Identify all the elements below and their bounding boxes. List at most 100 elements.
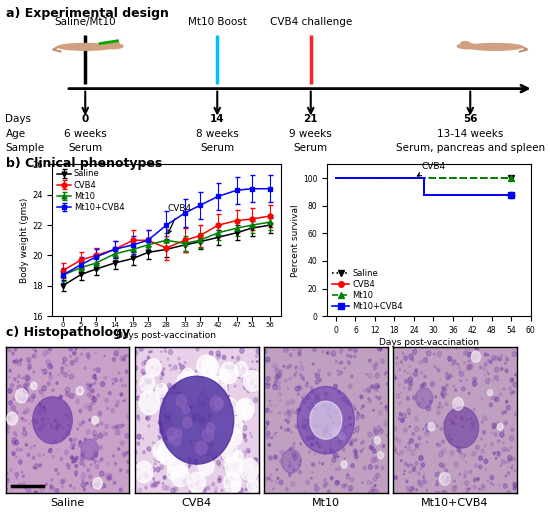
Circle shape [411,373,412,375]
Circle shape [177,396,179,398]
Circle shape [490,360,492,363]
Circle shape [38,453,41,457]
Circle shape [414,466,416,469]
Circle shape [312,406,316,411]
Circle shape [158,461,159,463]
Circle shape [305,384,308,388]
Circle shape [234,465,235,466]
Circle shape [424,376,425,377]
Circle shape [250,368,252,371]
Circle shape [514,470,516,472]
Circle shape [375,383,379,389]
Text: Mt10 Boost: Mt10 Boost [188,17,247,27]
Circle shape [165,435,168,439]
Circle shape [237,406,241,411]
Circle shape [509,387,512,390]
Circle shape [422,428,424,430]
Circle shape [508,450,510,451]
Circle shape [95,465,98,469]
Circle shape [112,358,115,361]
Circle shape [89,403,92,407]
Circle shape [332,421,334,424]
Circle shape [349,424,351,426]
Circle shape [95,352,96,354]
Circle shape [494,356,498,360]
Circle shape [84,489,86,491]
Circle shape [28,383,30,386]
Circle shape [201,401,205,406]
Circle shape [446,402,448,406]
Circle shape [299,471,301,473]
Circle shape [507,406,510,410]
Circle shape [316,374,320,378]
Circle shape [293,350,294,351]
Circle shape [395,378,397,379]
Circle shape [198,413,200,414]
Circle shape [237,455,240,460]
Circle shape [43,369,47,374]
Circle shape [404,470,405,472]
Circle shape [510,378,513,382]
Circle shape [452,363,454,366]
Circle shape [468,360,470,362]
Circle shape [278,393,281,396]
Ellipse shape [461,42,470,45]
Circle shape [324,427,328,431]
Circle shape [47,364,52,369]
Circle shape [449,374,452,378]
Circle shape [171,412,183,426]
Circle shape [87,382,89,384]
Circle shape [487,371,488,372]
Circle shape [418,436,421,440]
Circle shape [491,482,492,485]
Circle shape [210,415,211,417]
Circle shape [376,473,380,478]
Circle shape [113,482,116,484]
Circle shape [439,472,450,485]
Circle shape [386,434,388,436]
Circle shape [16,435,17,436]
Circle shape [35,350,36,352]
Circle shape [487,390,493,396]
Circle shape [297,409,299,412]
Circle shape [114,378,117,382]
Circle shape [318,446,320,447]
Circle shape [179,363,180,365]
Circle shape [107,477,111,481]
Circle shape [398,417,400,419]
Circle shape [377,384,379,386]
Circle shape [99,461,100,463]
Circle shape [228,400,230,402]
Circle shape [192,417,194,419]
Circle shape [492,380,493,381]
Circle shape [219,362,238,384]
Circle shape [182,468,183,469]
Circle shape [146,417,148,419]
Circle shape [208,360,211,363]
Circle shape [361,397,362,398]
Circle shape [23,428,25,430]
Circle shape [188,443,190,445]
Circle shape [419,360,422,364]
Circle shape [466,488,469,491]
Circle shape [393,427,397,431]
Circle shape [160,362,161,363]
Circle shape [324,482,328,486]
Circle shape [208,414,211,417]
Circle shape [492,359,494,361]
Circle shape [140,384,144,388]
Circle shape [460,380,461,382]
Circle shape [477,478,479,481]
Circle shape [222,443,238,463]
Circle shape [92,397,96,402]
Circle shape [188,384,192,389]
Circle shape [164,456,166,458]
Circle shape [299,464,300,466]
Circle shape [502,447,505,451]
Circle shape [184,369,188,373]
Circle shape [157,481,159,484]
Circle shape [91,464,92,465]
Circle shape [153,482,157,487]
Circle shape [50,448,52,450]
Circle shape [482,484,485,488]
